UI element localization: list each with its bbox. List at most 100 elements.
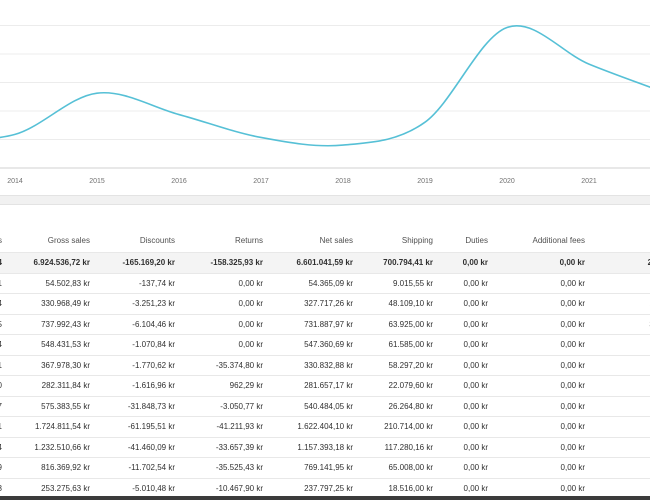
table-cell: 731.887,97 kr xyxy=(273,313,363,335)
table-cell: 73.935, xyxy=(595,375,650,396)
x-tick-label: 2016 xyxy=(171,178,187,185)
table-cell: 454 xyxy=(0,251,12,273)
table-cell: 65.008,00 kr xyxy=(363,457,443,478)
table-cell: -41.211,93 kr xyxy=(185,416,273,437)
table-cell: 028 xyxy=(0,477,12,496)
column-header[interactable]: Additional fees xyxy=(532,236,585,246)
table-cell: -137,74 kr xyxy=(100,272,185,294)
bottom-bar xyxy=(0,496,650,500)
table-cell: 58.297,20 kr xyxy=(363,354,443,376)
sales-table-container[interactable]: ers Gross sales Discounts Returns Net sales S… xyxy=(0,230,650,496)
table-cell: 0,00 kr xyxy=(443,272,498,294)
table-cell: -10.467,90 kr xyxy=(185,477,273,496)
x-tick-label: 2020 xyxy=(499,178,515,185)
table-cell: -33.657,39 kr xyxy=(185,436,273,458)
table-cell: -11.702,54 kr xyxy=(100,457,185,478)
table-row[interactable]: 584330.968,49 kr-3.251,23 kr0,00 kr327.7… xyxy=(0,293,650,314)
sales-line-chart: 2014 2015 2016 2017 2018 2019 2020 2021 xyxy=(0,25,650,185)
table-cell: 0,00 kr xyxy=(498,272,595,294)
table-cell: -1.070,84 kr xyxy=(100,334,185,355)
table-cell: 935 xyxy=(0,313,12,335)
column-header[interactable]: ers xyxy=(0,230,12,252)
table-cell: 63.272, xyxy=(595,477,650,496)
table-cell: -1.616,96 kr xyxy=(100,375,185,396)
table-cell: 2.112.286, xyxy=(595,251,650,273)
column-header[interactable]: Returns xyxy=(234,236,263,246)
table-cell: 0,00 kr xyxy=(498,354,595,376)
table-cell: 0,00 kr xyxy=(498,251,595,273)
table-cell: 504 xyxy=(0,436,12,458)
sales-chart: 2014 2015 2016 2017 2018 2019 2020 2021 xyxy=(0,0,650,195)
table-cell: 548.431,53 kr xyxy=(12,334,100,355)
table-cell: 0,00 kr xyxy=(498,436,595,458)
table-cell: 584 xyxy=(0,293,12,314)
table-cell: 1.232.510,66 kr xyxy=(12,436,100,458)
table-cell: 0,00 kr xyxy=(443,251,498,273)
table-cell: 437 xyxy=(0,395,12,417)
table-cell: 0,00 kr xyxy=(443,477,498,496)
table-cell: 0,00 kr xyxy=(443,334,498,355)
column-header[interactable]: Discounts xyxy=(139,236,175,246)
table-cell: 737.992,43 kr xyxy=(12,313,100,335)
table-cell: 18.516,00 kr xyxy=(363,477,443,496)
table-row[interactable]: 1711.724.811,54 kr-61.195,51 kr-41.211,9… xyxy=(0,416,650,437)
table-row[interactable]: 935737.992,43 kr-6.104,46 kr 0,00 kr 731.8… xyxy=(0,313,650,335)
table-cell: 330.968,49 kr xyxy=(12,293,100,314)
table-cell: -3.251,23 kr xyxy=(100,293,185,314)
table-cell: 124.004,2 xyxy=(595,293,650,314)
table-cell: 237.797,25 kr xyxy=(273,477,363,496)
totals-row[interactable]: 4546.924.536,72 kr-165.169,20 kr-158.325… xyxy=(0,251,650,273)
table-cell: 26.264,80 kr xyxy=(363,395,443,417)
table-row[interactable]: 28154.502,83 kr-137,74 kr0,00 kr54.365,0… xyxy=(0,272,650,294)
table-cell: 210.714,00 kr xyxy=(363,416,443,437)
table-cell: 63.925,00 kr xyxy=(363,313,443,335)
table-cell: 0,00 kr xyxy=(443,416,498,437)
table-cell: 117.280,16 kr xyxy=(363,436,443,458)
table-row[interactable]: 028253.275,63 kr-5.010,48 kr-10.467,90 k… xyxy=(0,477,650,496)
table-cell: -1.770,62 kr xyxy=(100,354,185,376)
table-cell: 1.157.393,18 kr xyxy=(273,436,363,458)
table-cell: 0,00 kr xyxy=(443,354,498,376)
table-cell: 400 xyxy=(0,375,12,396)
table-cell: 251 xyxy=(0,354,12,376)
column-header[interactable]: Duties xyxy=(465,236,488,246)
table-cell: 0,00 kr xyxy=(498,375,595,396)
table-cell: 399 xyxy=(0,457,12,478)
table-row[interactable]: 399816.369,92 kr-11.702,54 kr-35.525,43 … xyxy=(0,457,650,478)
column-header[interactable]: Shipping xyxy=(401,236,433,246)
table-cell: 0,00 kr xyxy=(443,436,498,458)
table-cell: 0,00 kr xyxy=(498,334,595,355)
table-cell: 13.913, xyxy=(595,272,650,294)
table-cell: 207.161, xyxy=(595,457,650,478)
table-cell: 0,00 kr xyxy=(498,395,595,417)
table-cell: 0,00 kr xyxy=(498,477,595,496)
table-cell: 109.341, xyxy=(595,354,650,376)
table-cell: -35.525,43 kr xyxy=(185,457,273,478)
table-cell: -41.460,09 kr xyxy=(100,436,185,458)
table-cell: 61.585,00 kr xyxy=(363,334,443,355)
x-tick-label: 2014 xyxy=(7,178,23,185)
table-cell: 6.601.041,59 kr xyxy=(273,251,363,273)
column-header[interactable] xyxy=(595,230,650,252)
table-cell: 6.924.536,72 kr xyxy=(12,251,100,273)
table-row[interactable]: 564548.431,53 kr-1.070,84 kr0,00 kr547.3… xyxy=(0,334,650,355)
table-cell: 22.079,60 kr xyxy=(363,375,443,396)
table-row[interactable]: 5041.232.510,66 kr-41.460,09 kr-33.657,3… xyxy=(0,436,650,458)
table-row[interactable]: 251367.978,30 kr-1.770,62 kr-35.374,80 k… xyxy=(0,354,650,376)
table-cell: 330.832,88 kr xyxy=(273,354,363,376)
table-cell: 0,00 kr xyxy=(443,457,498,478)
x-tick-label: 2021 xyxy=(581,178,597,185)
column-header[interactable]: Gross sales xyxy=(47,236,90,246)
table-cell: -165.169,20 kr xyxy=(100,251,185,273)
table-row[interactable]: 437575.383,55 kr-31.848,73 kr-3.050,77 k… xyxy=(0,395,650,417)
table-cell: 0,00 kr xyxy=(498,313,595,335)
x-tick-label: 2017 xyxy=(253,178,269,185)
table-cell: -6.104,46 kr xyxy=(100,313,185,335)
table-cell: 0,00 kr xyxy=(443,293,498,314)
table-cell: 962,29 kr xyxy=(185,375,273,396)
table-cell: 140.881, xyxy=(595,395,650,417)
column-header[interactable]: Net sales xyxy=(319,236,353,246)
table-cell: 54.365,09 kr xyxy=(273,272,363,294)
section-divider xyxy=(0,195,650,205)
